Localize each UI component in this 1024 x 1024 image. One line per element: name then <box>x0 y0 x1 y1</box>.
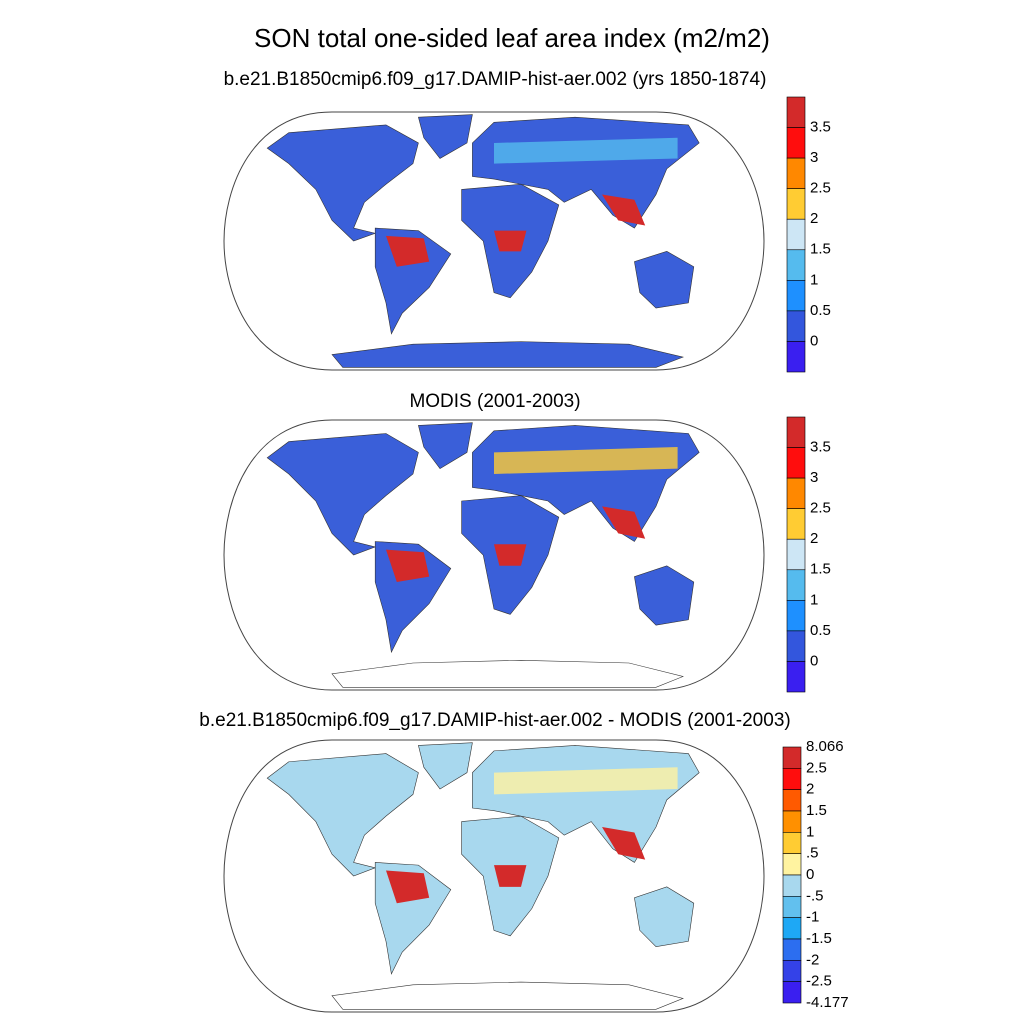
land-high <box>386 549 430 582</box>
land-high <box>494 230 527 252</box>
colorbar-box <box>782 896 802 918</box>
land-greenland <box>418 742 473 790</box>
colorbar-label: 2.5 <box>806 759 827 776</box>
land-greenland <box>418 114 473 159</box>
colorbar-box <box>782 874 802 897</box>
land-australia <box>634 250 695 309</box>
colorbar-box <box>786 127 806 159</box>
colorbar-label: -1.5 <box>806 930 832 947</box>
colorbar-label: -4.177 <box>806 994 849 1011</box>
colorbar-box <box>782 960 802 982</box>
colorbar-box <box>782 853 802 876</box>
colorbar-box <box>786 249 806 281</box>
colorbar-box <box>786 218 806 251</box>
land-high <box>602 194 646 226</box>
colorbar-label: 2 <box>810 210 818 227</box>
colorbar-label: 0.5 <box>810 622 831 639</box>
land-high <box>386 235 430 267</box>
colorbar-box <box>786 341 806 373</box>
colorbar-box <box>786 569 806 601</box>
land-high <box>494 865 527 887</box>
colorbar-label: 3.5 <box>810 119 831 136</box>
colorbar-box <box>786 630 806 662</box>
land-namerica <box>266 433 419 556</box>
colorbar-label: 3.5 <box>810 439 831 456</box>
figure-title: SON total one-sided leaf area index (m2/… <box>254 23 770 53</box>
colorbar-label: .5 <box>806 845 819 862</box>
colorbar-box <box>786 477 806 509</box>
panel-title: MODIS (2001-2003) <box>409 391 580 412</box>
colorbar-box <box>786 508 806 540</box>
colorbar-box <box>786 447 806 479</box>
map <box>223 111 765 371</box>
colorbar-label: 0 <box>806 866 814 883</box>
land-high <box>602 827 646 860</box>
colorbar-label: 0 <box>810 652 818 669</box>
map <box>223 419 765 691</box>
colorbar-label: 0 <box>810 332 818 349</box>
colorbar-box <box>782 810 802 833</box>
land-band <box>494 137 678 164</box>
colorbar-label: 8.066 <box>806 738 844 755</box>
colorbar-label: -2.5 <box>806 973 832 990</box>
land-high <box>494 544 527 566</box>
land-antarctica <box>331 659 684 688</box>
colorbar-label: 1 <box>810 271 818 288</box>
colorbar-label: -.5 <box>806 887 824 904</box>
colorbar-label: 1 <box>810 591 818 608</box>
colorbar-label: 2.5 <box>810 500 831 517</box>
colorbar-box <box>782 832 802 854</box>
colorbar-box <box>786 310 806 342</box>
land-greenland <box>418 422 473 469</box>
colorbar-box <box>782 789 802 812</box>
colorbar-label: 2 <box>806 781 814 798</box>
land-australia <box>634 565 695 626</box>
colorbar-label: 1.5 <box>806 802 827 819</box>
colorbar-box <box>782 917 802 940</box>
land-antarctica <box>331 341 685 368</box>
colorbar-box <box>782 938 802 961</box>
colorbar-label: 2 <box>810 530 818 547</box>
colorbar-box <box>782 981 802 1004</box>
land-high <box>386 870 430 904</box>
colorbar-box <box>786 661 806 693</box>
colorbar-box <box>786 157 806 189</box>
colorbar-label: -2 <box>806 951 819 968</box>
colorbar-label: 0.5 <box>810 302 831 319</box>
colorbar-box <box>786 538 806 571</box>
land-band <box>494 447 678 474</box>
colorbar-box <box>786 188 806 220</box>
land-band <box>494 767 678 795</box>
colorbar-box <box>782 768 802 790</box>
land-namerica <box>266 753 419 877</box>
colorbar-label: 1 <box>806 823 814 840</box>
colorbar-label: 3 <box>810 149 818 166</box>
colorbar-box <box>786 416 806 448</box>
colorbar-label: 1.5 <box>810 561 831 578</box>
land-high <box>602 506 646 539</box>
land-namerica <box>266 124 419 242</box>
colorbar-label: 1.5 <box>810 241 831 258</box>
colorbar-box <box>786 96 806 128</box>
panel-title: b.e21.B1850cmip6.f09_g17.DAMIP-hist-aer.… <box>199 710 790 731</box>
panel-title: b.e21.B1850cmip6.f09_g17.DAMIP-hist-aer.… <box>224 69 767 90</box>
colorbar-box <box>782 746 802 769</box>
colorbar-box <box>786 280 806 312</box>
land-antarctica <box>331 981 684 1010</box>
map <box>223 739 765 1013</box>
colorbar-label: 3 <box>810 469 818 486</box>
land-australia <box>634 886 695 948</box>
colorbar-box <box>786 600 806 632</box>
colorbar-label: -1 <box>806 909 819 926</box>
colorbar-label: 2.5 <box>810 180 831 197</box>
